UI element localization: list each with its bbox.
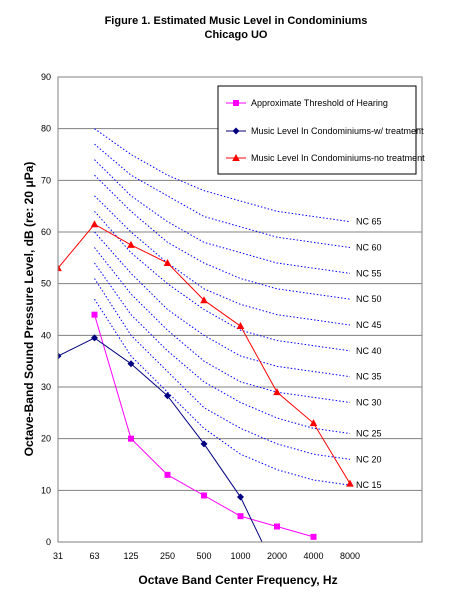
series-2-point-4000 [309, 419, 318, 427]
nc-20-label: NC 20 [356, 454, 382, 464]
series-2-point-500 [200, 296, 208, 304]
legend-label-1: Music Level In Condominiums-w/ treatment [251, 126, 424, 136]
y-tick-label-80: 80 [41, 124, 51, 134]
title-line-1: Figure 1. Estimated Music Level in Condo… [104, 15, 368, 27]
legend-marker-2 [232, 154, 240, 161]
y-tick-label-30: 30 [41, 382, 51, 392]
x-axis-label: Octave Band Center Frequency, Hz [138, 573, 337, 587]
series-1-line [58, 337, 263, 542]
series-0-point-125 [128, 435, 134, 442]
x-tick-label-63: 63 [89, 551, 99, 561]
series-0-line [94, 314, 314, 538]
nc-35-curve [94, 231, 351, 378]
y-tick-label-40: 40 [41, 330, 51, 340]
y-tick-label-50: 50 [41, 279, 51, 289]
series-1-point-125 [127, 360, 135, 368]
series-0-point-4000 [310, 533, 317, 540]
series-0-point-250 [164, 471, 171, 478]
nc-20-curve [94, 278, 351, 460]
x-tick-label-1000: 1000 [230, 551, 250, 561]
series-1-point-500 [200, 440, 208, 448]
y-tick-label-10: 10 [41, 485, 51, 495]
x-tick-label-31: 31 [53, 551, 63, 561]
series-0-point-63 [91, 311, 98, 318]
y-tick-label-90: 90 [41, 72, 51, 82]
legend-label-2: Music Level In Condominiums-no treatment [251, 153, 425, 163]
nc-45-curve [94, 195, 351, 326]
nc-35-label: NC 35 [356, 372, 382, 382]
data-series [58, 220, 354, 542]
y-axis-label: Octave-Band Sound Pressure Level, dB (re… [22, 162, 36, 457]
series-2-point-125 [127, 240, 135, 248]
nc-40-curve [94, 211, 351, 352]
legend-marker-0 [233, 100, 239, 106]
legend-label-0: Approximate Threshold of Hearing [251, 98, 388, 108]
legend-box [217, 85, 417, 175]
y-tick-label-20: 20 [41, 434, 51, 444]
x-tick-label-8000: 8000 [340, 551, 360, 561]
series-2-point-8000 [346, 479, 354, 487]
series-2-point-31 [58, 264, 62, 272]
series-0-point-2000 [274, 523, 280, 530]
figure-title: Figure 1. Estimated Music Level in Condo… [0, 14, 472, 42]
series-2-point-1000 [236, 322, 245, 330]
series-2-point-2000 [273, 388, 281, 396]
series-1-point-1000 [237, 493, 244, 501]
nc-50-label: NC 50 [356, 294, 382, 304]
series-1-point-63 [91, 334, 98, 342]
nc-55-label: NC 55 [356, 268, 382, 278]
series-1-point-250 [164, 392, 171, 400]
axes: 0 10 20 30 40 50 60 70 80 90 31 63 125 250 500 1000 2000… [41, 72, 382, 561]
nc-25-curve [94, 262, 351, 434]
series-1-point-31 [58, 352, 62, 360]
x-tick-label-250: 250 [160, 551, 175, 561]
series-0-point-500 [201, 492, 207, 499]
x-tick-label-4000: 4000 [303, 551, 323, 561]
nc-60-label: NC 60 [356, 243, 382, 253]
nc-15-label: NC 15 [356, 480, 382, 490]
y-tick-label-60: 60 [41, 227, 51, 237]
nc-30-label: NC 30 [356, 398, 382, 408]
series-2-point-63 [90, 220, 99, 228]
nc-50-curve [94, 174, 351, 300]
y-tick-label-0: 0 [46, 537, 51, 547]
x-tick-label-2000: 2000 [267, 551, 287, 561]
nc-40-label: NC 40 [356, 346, 382, 356]
nc-65-label: NC 65 [356, 217, 382, 227]
plot-frame [57, 76, 423, 543]
nc-45-label: NC 45 [356, 320, 382, 330]
title-line-2: Chicago UO [204, 29, 268, 41]
legend-marker-1 [232, 127, 240, 135]
x-tick-label-125: 125 [123, 551, 138, 561]
nc-curves [94, 128, 351, 486]
legend: Approximate Threshold of Hearing Music Le… [217, 85, 425, 175]
y-tick-label-70: 70 [41, 175, 51, 185]
series-2-point-250 [163, 259, 172, 266]
series-0-point-1000 [237, 513, 244, 520]
nc-60-curve [94, 143, 351, 248]
x-tick-label-500: 500 [196, 551, 211, 561]
nc-30-curve [94, 247, 351, 403]
nc-25-label: NC 25 [356, 429, 382, 439]
nc-15-curve [94, 298, 351, 486]
